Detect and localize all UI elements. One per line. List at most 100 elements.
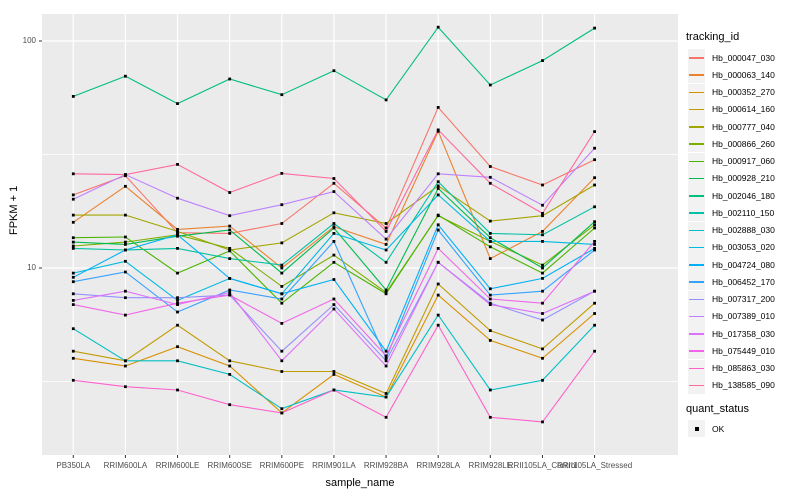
data-point bbox=[593, 243, 596, 246]
data-point bbox=[71, 271, 75, 275]
data-point bbox=[124, 289, 127, 293]
data-point bbox=[541, 289, 544, 293]
data-point bbox=[436, 323, 440, 327]
data-point bbox=[228, 257, 232, 260]
data-point bbox=[124, 313, 127, 317]
legend-key bbox=[688, 290, 705, 308]
data-point bbox=[332, 307, 336, 311]
legend-label: Hb_000063_140 bbox=[712, 69, 775, 80]
data-point bbox=[384, 356, 388, 360]
data-point bbox=[228, 191, 232, 194]
legend-key bbox=[688, 83, 705, 101]
data-point bbox=[280, 292, 284, 296]
data-point bbox=[436, 187, 440, 190]
legend-line-swatch-icon bbox=[689, 212, 704, 214]
data-point bbox=[384, 392, 388, 395]
data-point bbox=[176, 163, 179, 166]
legend-key bbox=[688, 307, 705, 325]
data-point bbox=[541, 378, 544, 382]
legend-key bbox=[688, 204, 705, 222]
legend-key bbox=[688, 221, 705, 239]
data-point bbox=[71, 240, 75, 244]
legend-label: Hb_006452_170 bbox=[712, 276, 775, 287]
data-point bbox=[593, 130, 596, 133]
data-point bbox=[176, 299, 179, 302]
data-point bbox=[228, 291, 232, 294]
data-point bbox=[71, 378, 75, 382]
data-point bbox=[332, 69, 336, 73]
data-point bbox=[176, 196, 179, 200]
data-point bbox=[332, 222, 336, 225]
legend-line-swatch-icon bbox=[689, 315, 704, 318]
legend-label: Hb_000928_210 bbox=[712, 173, 775, 184]
data-point bbox=[488, 236, 492, 240]
legend-label: Hb_138585_090 bbox=[712, 380, 775, 391]
data-point bbox=[593, 312, 596, 315]
legend-item: Hb_138585_090 bbox=[688, 376, 775, 394]
legend-line-swatch-icon bbox=[689, 195, 704, 197]
data-point bbox=[124, 74, 127, 78]
data-point bbox=[436, 106, 440, 109]
data-point bbox=[436, 184, 440, 188]
data-point bbox=[384, 243, 388, 246]
data-point bbox=[593, 323, 596, 327]
data-point bbox=[436, 213, 440, 217]
data-point bbox=[488, 245, 492, 249]
legend-item: Hb_002046_180 bbox=[688, 187, 775, 204]
data-point bbox=[384, 230, 388, 233]
data-point bbox=[71, 327, 75, 331]
legend-key bbox=[688, 256, 705, 273]
data-point bbox=[228, 224, 232, 228]
data-point bbox=[436, 193, 440, 197]
data-point bbox=[488, 339, 492, 342]
x-axis-title: sample_name bbox=[325, 477, 395, 489]
data-point bbox=[384, 364, 388, 368]
legend-key bbox=[688, 100, 705, 118]
data-point bbox=[228, 364, 232, 368]
data-point bbox=[541, 266, 544, 270]
data-point bbox=[436, 293, 440, 297]
data-point bbox=[280, 359, 284, 363]
data-point bbox=[280, 271, 284, 275]
data-point bbox=[593, 176, 596, 180]
data-point bbox=[228, 232, 232, 235]
legend-title-tracking-id: tracking_id bbox=[686, 31, 740, 43]
data-point bbox=[384, 359, 388, 363]
data-point bbox=[593, 247, 596, 250]
legend-line-swatch-icon bbox=[689, 143, 704, 145]
data-point bbox=[71, 299, 75, 302]
legend-label: Hb_007389_010 bbox=[712, 311, 775, 322]
data-point bbox=[71, 356, 75, 360]
data-point bbox=[71, 303, 75, 306]
data-point bbox=[176, 303, 179, 306]
data-point bbox=[228, 403, 232, 407]
legend-item-ok: OK bbox=[688, 420, 724, 437]
data-point bbox=[71, 197, 75, 201]
x-tick-label: RRIM600SE bbox=[207, 461, 252, 470]
legend-item: Hb_002888_030 bbox=[688, 221, 775, 239]
data-point bbox=[176, 230, 179, 233]
legend-line-swatch-icon bbox=[689, 91, 704, 94]
data-point bbox=[71, 280, 75, 284]
legend-item: Hb_007389_010 bbox=[688, 307, 775, 325]
data-point bbox=[593, 26, 596, 30]
data-point bbox=[541, 420, 544, 424]
data-point bbox=[384, 288, 388, 292]
data-point bbox=[541, 263, 544, 267]
data-point bbox=[332, 370, 336, 373]
data-point bbox=[176, 247, 179, 250]
x-tick-label: RRIM600LA bbox=[103, 461, 148, 470]
data-point bbox=[541, 318, 544, 322]
legend-item: Hb_000352_270 bbox=[688, 83, 775, 101]
data-point bbox=[488, 329, 492, 332]
data-point bbox=[280, 172, 284, 175]
data-point bbox=[176, 233, 179, 237]
data-point bbox=[541, 183, 544, 187]
data-point bbox=[488, 297, 492, 301]
data-point bbox=[124, 359, 127, 363]
x-tick-label: RRIM600LE bbox=[155, 461, 200, 470]
data-point bbox=[436, 128, 440, 132]
data-point bbox=[228, 359, 232, 363]
